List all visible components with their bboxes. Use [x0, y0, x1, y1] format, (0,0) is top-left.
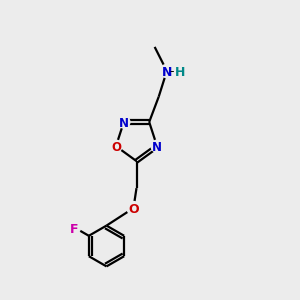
Circle shape — [160, 64, 173, 78]
Text: N: N — [119, 117, 129, 130]
Text: -: - — [170, 65, 174, 78]
Text: O: O — [111, 141, 121, 154]
Circle shape — [151, 140, 163, 152]
Circle shape — [127, 202, 140, 215]
Text: F: F — [70, 223, 79, 236]
Text: O: O — [128, 203, 139, 216]
Circle shape — [110, 140, 122, 152]
Text: N: N — [162, 66, 172, 79]
Text: H: H — [175, 66, 186, 79]
Circle shape — [118, 116, 130, 128]
Text: N: N — [152, 141, 162, 154]
Circle shape — [68, 221, 80, 233]
